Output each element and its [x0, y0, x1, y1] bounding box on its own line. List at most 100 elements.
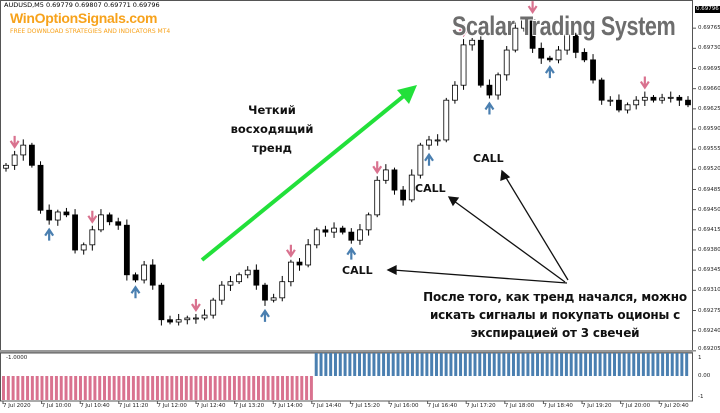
- candle: [279, 275, 286, 302]
- sell-arrow-icon: [527, 1, 538, 15]
- indicator-bar-negative: [127, 376, 131, 400]
- time-tick-label: 7 Jul 16:40: [427, 403, 458, 409]
- indicator-bar-positive: [410, 353, 414, 376]
- indicator-bar-positive: [425, 353, 429, 376]
- indicator-bar-positive: [358, 353, 362, 376]
- time-tick-label: 7 Jul 15:20: [350, 403, 380, 409]
- candle: [132, 272, 139, 283]
- time-tick-label: 7 Jul 16:00: [389, 403, 419, 409]
- indicator-bar-negative: [290, 376, 294, 400]
- bullish-candle-body: [426, 139, 432, 146]
- candle: [434, 134, 441, 146]
- indicator-bar-positive: [377, 353, 381, 376]
- panel-separator[interactable]: [0, 350, 693, 353]
- indicator-bar-negative: [16, 376, 20, 400]
- candle: [616, 94, 622, 113]
- bearish-candle-body: [296, 261, 303, 266]
- axis-ticks-group: [2, 27, 696, 404]
- bullish-candle-body: [667, 96, 674, 99]
- bearish-candle-body: [158, 284, 165, 321]
- candle: [201, 309, 208, 321]
- candle: [80, 242, 87, 255]
- candle: [218, 281, 225, 305]
- indicator-bar-negative: [11, 376, 15, 400]
- indicator-bar-positive: [646, 353, 650, 376]
- candle: [529, 16, 536, 53]
- indicator-bar-positive: [617, 353, 621, 376]
- bullish-candle-body: [3, 164, 9, 169]
- candle: [262, 282, 268, 306]
- price-tick-label: 0.69520: [698, 166, 720, 173]
- indicator-tick-label: 1: [698, 355, 702, 361]
- bearish-candle-body: [598, 79, 605, 101]
- candle: [184, 315, 191, 325]
- bearish-candle-body: [685, 99, 691, 106]
- indicator-bar-positive: [641, 353, 645, 376]
- candle: [624, 102, 631, 114]
- candle: [193, 313, 199, 324]
- indicator-bar-positive: [675, 353, 679, 376]
- candle: [564, 29, 571, 55]
- indicator-bar-positive: [406, 353, 410, 376]
- bullish-candle-body: [210, 299, 217, 316]
- bearish-candle-body: [676, 96, 683, 101]
- price-tick-label: 0.69660: [698, 85, 720, 92]
- bullish-candle-body: [417, 144, 424, 176]
- indicator-bar-negative: [256, 376, 260, 400]
- indicator-bar-positive: [574, 353, 578, 376]
- price-tick-label: 0.69590: [698, 126, 720, 132]
- bullish-candle-body: [193, 317, 199, 320]
- bullish-candle-body: [374, 179, 381, 216]
- indicator-bar-positive: [338, 353, 342, 376]
- bearish-candle-body: [616, 99, 622, 111]
- indicator-bar-positive: [502, 353, 506, 376]
- indicator-bar-negative: [194, 376, 198, 400]
- candle: [590, 54, 596, 84]
- candle: [469, 37, 476, 51]
- indicator-bar-negative: [83, 376, 87, 400]
- bullish-candle-body: [227, 281, 234, 286]
- candles-group: [3, 16, 691, 326]
- indicator-bar-positive: [314, 353, 318, 376]
- time-tick-label: 7 Jul 13:20: [234, 403, 265, 409]
- candle: [253, 264, 260, 290]
- candle: [521, 17, 527, 32]
- indicator-bar-negative: [6, 376, 10, 400]
- time-tick-label: 7 Jul 10:40: [80, 403, 110, 409]
- indicator-bar-positive: [603, 353, 607, 376]
- bullish-candle-body: [201, 314, 208, 319]
- indicator-bar-positive: [560, 353, 564, 376]
- buy-arrow-icon: [44, 227, 55, 241]
- candle: [374, 176, 381, 218]
- time-tick-label: 7 Jul 2020: [3, 403, 31, 409]
- candle: [598, 77, 605, 105]
- candle: [676, 95, 683, 106]
- candle: [452, 81, 458, 104]
- bullish-candle-body: [313, 229, 320, 246]
- price-tick-label: 0.69310: [698, 287, 720, 294]
- time-tick-label: 7 Jul 20:40: [659, 403, 689, 409]
- candle: [667, 91, 674, 103]
- indicator-bar-negative: [112, 376, 116, 400]
- bearish-candle-body: [63, 211, 70, 216]
- indicator-bar-positive: [526, 353, 530, 376]
- bearish-candle-body: [149, 264, 156, 286]
- indicator-bar-negative: [88, 376, 92, 400]
- candle: [486, 79, 493, 99]
- indicator-bar-positive: [382, 353, 386, 376]
- bearish-candle-body: [529, 19, 536, 49]
- bullish-candle-body: [175, 319, 182, 323]
- current-price-label: 0.69796: [695, 6, 720, 13]
- indicator-bar-negative: [151, 376, 155, 400]
- price-tick-label: 0.69345: [698, 267, 720, 274]
- indicator-bar-negative: [276, 376, 280, 400]
- indicator-bar-negative: [131, 376, 135, 400]
- indicator-bar-positive: [468, 353, 472, 376]
- candle: [348, 228, 355, 244]
- indicator-bar-positive: [439, 353, 443, 376]
- indicator-bar-negative: [247, 376, 251, 400]
- indicator-bar-negative: [180, 376, 183, 400]
- indicator-bar-negative: [261, 376, 265, 400]
- bullish-candle-body: [495, 74, 501, 96]
